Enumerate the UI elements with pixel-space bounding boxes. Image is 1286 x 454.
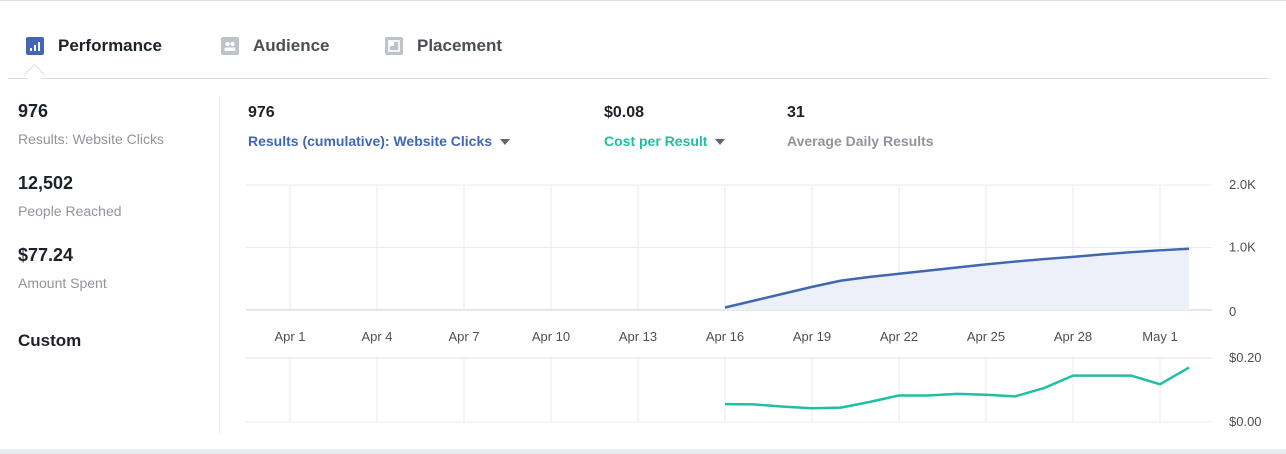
panel-bottom-border — [0, 449, 1286, 454]
metric-results-value: 976 — [248, 104, 275, 121]
x-tick-label: Apr 28 — [1054, 329, 1092, 344]
panel-divider — [219, 96, 220, 434]
x-tick-label: May 1 — [1142, 329, 1177, 344]
tab-audience[interactable]: Audience — [221, 35, 330, 57]
tab-performance-label: Performance — [58, 36, 162, 55]
x-tick-label: Apr 7 — [448, 329, 479, 344]
results-area-fill — [725, 248, 1189, 310]
stat-results-label: Results: Website Clicks — [18, 131, 165, 147]
cost-per-result-line — [724, 366, 1190, 410]
results-line — [724, 247, 1190, 309]
metric-results-dropdown[interactable]: Results (cumulative): Website Clicks — [248, 133, 511, 149]
tab-placement[interactable]: Placement — [385, 35, 502, 57]
tab-performance[interactable]: Performance — [26, 35, 162, 57]
y-tick-label: 0 — [1229, 304, 1236, 319]
x-tick-label: Apr 22 — [880, 329, 918, 344]
metric-cost-label: Cost per Result — [604, 133, 708, 149]
y-tick-label: $0.20 — [1229, 350, 1262, 365]
y-tick-label: $0.00 — [1229, 414, 1262, 429]
x-tick-label: Apr 13 — [619, 329, 657, 344]
stat-results-value: 976 — [18, 101, 49, 121]
placement-icon — [385, 37, 403, 55]
tab-placement-label: Placement — [417, 36, 503, 55]
chevron-down-icon — [715, 139, 726, 145]
stat-reach-label: People Reached — [18, 203, 122, 219]
y-tick-label: 1.0K — [1229, 240, 1256, 255]
date-range-selector[interactable]: Custom — [18, 331, 82, 350]
x-tick-label: Apr 10 — [532, 329, 570, 344]
metric-daily-value: 31 — [787, 104, 805, 121]
tab-bar: Performance Audience Placement — [8, 0, 1270, 79]
y-tick-label: 2.0K — [1229, 177, 1256, 192]
stat-spent-label: Amount Spent — [18, 275, 107, 291]
stat-reach-value: 12,502 — [18, 173, 74, 193]
people-icon — [221, 37, 239, 55]
x-tick-label: Apr 4 — [361, 329, 392, 344]
metric-cost-dropdown[interactable]: Cost per Result — [604, 133, 726, 149]
chevron-down-icon — [500, 139, 511, 145]
panel-top-border — [0, 0, 1286, 1]
bar-chart-icon — [26, 37, 44, 55]
x-tick-label: Apr 19 — [793, 329, 831, 344]
tab-audience-label: Audience — [253, 36, 330, 55]
metric-cost-value: $0.08 — [604, 104, 645, 121]
metric-daily-label: Average Daily Results — [787, 133, 934, 149]
x-tick-label: Apr 16 — [706, 329, 744, 344]
x-tick-label: Apr 1 — [274, 329, 305, 344]
metric-results-label: Results (cumulative): Website Clicks — [248, 133, 493, 149]
x-tick-label: Apr 25 — [967, 329, 1005, 344]
stat-spent-value: $77.24 — [18, 245, 74, 265]
